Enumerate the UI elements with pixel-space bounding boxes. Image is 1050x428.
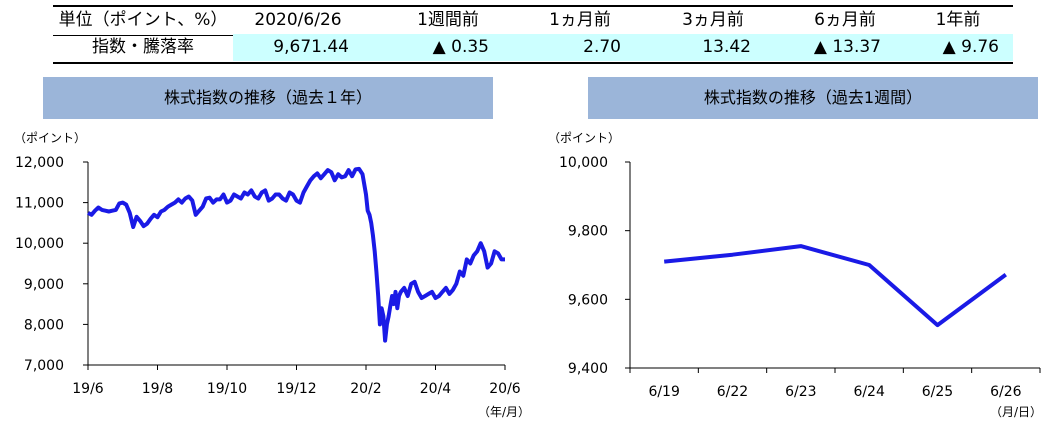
chart1-ytick-label: 12,000 (15, 155, 64, 171)
chart1-ytick-label: 11,000 (15, 196, 64, 212)
chart1-xtick-label: 19/12 (276, 381, 316, 397)
chart1-ytick-label: 8,000 (24, 317, 64, 333)
chart1-axes: 7,000 8,000 9,000 10,000 11,000 12,000 19/6 19/… (15, 155, 521, 397)
summary-table: 単位（ポイント、%） 2020/6/26 1週間前 1ヵ月前 3ヵ月前 6ヵ月前… (53, 5, 1013, 64)
header-1year: 1年前 (935, 10, 981, 30)
chart1-series-line (87, 166, 505, 343)
chart1-title: 株式指数の推移（過去１年） (43, 77, 493, 119)
value-3month: 13.42 (635, 34, 765, 61)
chart1-xtick-label: 20/4 (420, 381, 452, 397)
header-1month: 1ヵ月前 (549, 10, 611, 30)
header-unit: 単位（ポイント、%） (58, 10, 228, 30)
value-6month: ▲ 13.37 (765, 34, 895, 61)
summary-header-row: 単位（ポイント、%） 2020/6/26 1週間前 1ヵ月前 3ヵ月前 6ヵ月前… (53, 5, 1013, 36)
summary-values-row: 指数・騰落率 9,671.44 ▲ 0.35 2.70 13.42 ▲ 13.3… (53, 34, 1013, 64)
chart1-xtick-label: 19/6 (72, 381, 104, 397)
chart1-xtick-label: 19/8 (142, 381, 173, 397)
chart1-ylabel: （ポイント） (14, 131, 86, 145)
chart1-xtick-label: 19/10 (207, 381, 247, 397)
header-1week: 1週間前 (417, 10, 479, 30)
chart1-plot (87, 166, 505, 343)
value-1week: ▲ 0.35 (363, 34, 503, 61)
value-1year: ▲ 9.76 (895, 34, 1013, 61)
value-index: 9,671.44 (233, 34, 363, 61)
chart1-xtick-label: 20/6 (489, 381, 521, 397)
header-6month: 6ヵ月前 (814, 10, 876, 30)
chart1-ytick-label: 10,000 (15, 236, 64, 252)
chart1-xtick-label: 20/2 (350, 381, 381, 397)
chart1-xlabel: （年/月） (478, 405, 530, 419)
header-date: 2020/6/26 (254, 10, 342, 30)
header-3month: 3ヵ月前 (682, 10, 744, 30)
chart2-title: 株式指数の推移（過去1週間） (588, 77, 1038, 119)
value-1month: 2.70 (503, 34, 635, 61)
chart1-ytick-label: 9,000 (24, 277, 64, 293)
row-label: 指数・騰落率 (92, 37, 194, 57)
chart1-ytick-label: 7,000 (24, 358, 64, 374)
